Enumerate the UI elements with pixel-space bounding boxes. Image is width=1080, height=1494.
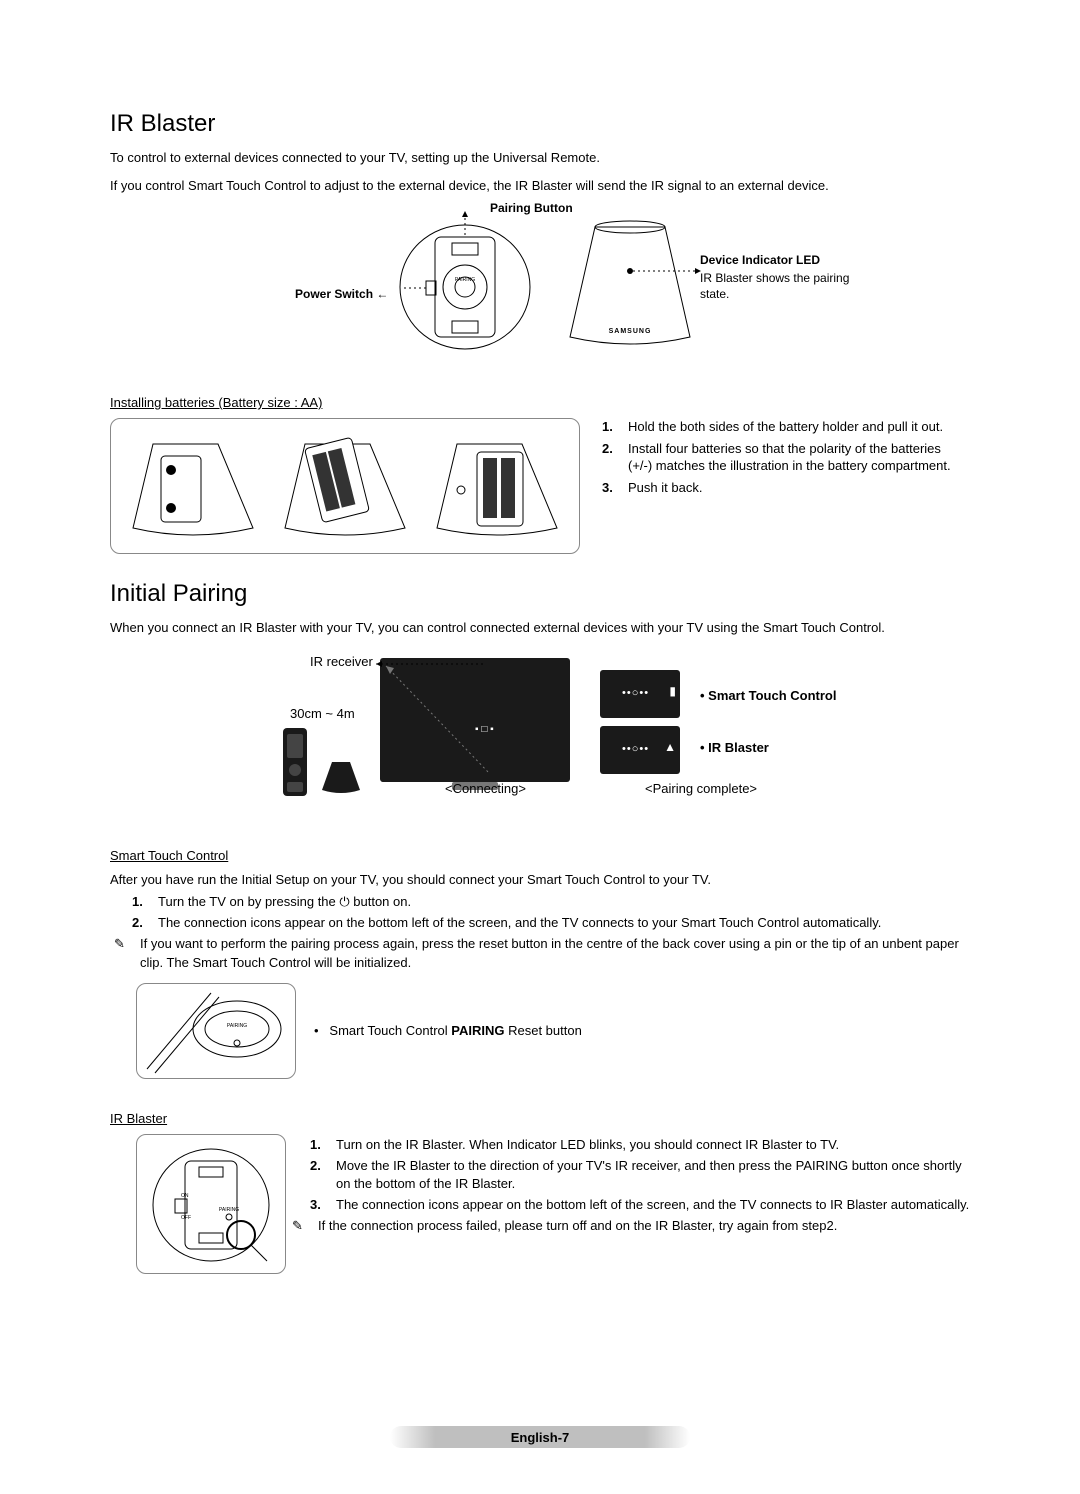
mini-screen-complete: ••○••▲ (600, 726, 680, 774)
battery-step-1: Hold the both sides of the battery holde… (628, 418, 943, 436)
irb-heading: IR Blaster (110, 1111, 167, 1126)
reset-caption-prefix: Smart Touch Control (329, 1023, 451, 1038)
ir-blaster-top-diagram: Pairing Button Power Switch ← Device Ind… (180, 201, 900, 371)
battery-step2-icon (275, 426, 415, 546)
step-number: 2. (310, 1157, 326, 1195)
page-footer: English - 7 (390, 1426, 690, 1448)
pairing-diagram: IR receiver 30cm ~ 4m ▪ □ ▪ ••○••▮ ••○••… (190, 646, 890, 826)
stc-step-2: The connection icons appear on the botto… (158, 914, 881, 933)
irb-callout-label: IR Blaster (708, 740, 769, 755)
stc-step-1: Turn the TV on by pressing the ⏻ button … (158, 893, 411, 912)
battery-install-illustration (110, 418, 580, 554)
remote-mini-icon: ▮ (669, 684, 676, 698)
svg-text:PAIRING: PAIRING (227, 1023, 247, 1029)
tv-icon: ▪ □ ▪ (380, 658, 570, 782)
stc-steps: 1. Turn the TV on by pressing the ⏻ butto… (132, 893, 970, 933)
step-number: 1. (602, 418, 618, 436)
irb-bottom-illustration: ON OFF PAIRING (136, 1134, 286, 1274)
distance-label: 30cm ~ 4m (290, 706, 355, 721)
svg-text:PAIRING: PAIRING (455, 277, 475, 283)
step-number: 1. (132, 893, 148, 912)
install-batteries-heading: Installing batteries (Battery size : AA) (110, 395, 322, 410)
blaster-mini-icon (320, 758, 362, 796)
step-number: 3. (602, 479, 618, 497)
battery-step3-icon (427, 426, 567, 546)
battery-step-2: Install four batteries so that the polar… (628, 440, 952, 475)
reset-illustration: PAIRING (136, 983, 296, 1079)
battery-step1-icon (123, 426, 263, 546)
battery-steps-list: 1. Hold the both sides of the battery hol… (602, 418, 952, 500)
blaster-side-view-icon: SAMSUNG (555, 209, 705, 359)
power-switch-label: Power Switch (295, 287, 373, 301)
reset-caption-mid: PAIRING (451, 1023, 504, 1038)
step-number: 2. (132, 914, 148, 933)
svg-text:PAIRING: PAIRING (219, 1207, 239, 1213)
footer-page: 7 (562, 1430, 569, 1445)
note-icon: ✎ (292, 1217, 310, 1236)
svg-text:OFF: OFF (181, 1215, 191, 1221)
mini-screen-connecting: ••○••▮ (600, 670, 680, 718)
footer-lang: English (511, 1430, 558, 1445)
note-icon: ✎ (114, 935, 132, 973)
blaster-mini-icon-2: ▲ (664, 740, 676, 754)
step-number: 2. (602, 440, 618, 475)
page-content: IR Blaster To control to external device… (110, 110, 970, 1274)
pairing-complete-label: <Pairing complete> (645, 781, 757, 796)
stc-intro: After you have run the Initial Setup on … (110, 871, 970, 890)
samsung-logo: SAMSUNG (609, 328, 652, 335)
irb-note: If the connection process failed, please… (318, 1217, 837, 1236)
device-led-label: Device Indicator LED (700, 253, 820, 267)
step-number: 1. (310, 1136, 326, 1155)
blaster-top-view-icon: PAIRING (390, 209, 540, 359)
stc-heading: Smart Touch Control (110, 848, 228, 863)
ir-blaster-intro-1: To control to external devices connected… (110, 148, 970, 168)
step-number: 3. (310, 1196, 326, 1215)
initial-pairing-intro: When you connect an IR Blaster with your… (110, 618, 970, 638)
battery-step-3: Push it back. (628, 479, 702, 497)
irb-step-1: Turn on the IR Blaster. When Indicator L… (336, 1136, 839, 1155)
svg-text:ON: ON (181, 1193, 189, 1199)
irb-step-2: Move the IR Blaster to the direction of … (336, 1157, 970, 1195)
ir-receiver-label: IR receiver (310, 654, 373, 669)
ir-blaster-heading: IR Blaster (110, 110, 970, 138)
connecting-label: <Connecting> (445, 781, 526, 796)
stc-note: If you want to perform the pairing proce… (140, 935, 970, 973)
reset-caption-suffix: Reset button (505, 1023, 582, 1038)
remote-icon (280, 726, 310, 798)
initial-pairing-heading: Initial Pairing (110, 580, 970, 608)
irb-step-3: The connection icons appear on the botto… (336, 1196, 969, 1215)
stc-callout-label: Smart Touch Control (708, 688, 836, 703)
ir-blaster-intro-2: If you control Smart Touch Control to ad… (110, 176, 970, 196)
bullet-icon: • (314, 1023, 319, 1038)
device-led-desc: IR Blaster shows the pairing state. (700, 271, 860, 302)
svg-text:▪ □ ▪: ▪ □ ▪ (475, 724, 494, 735)
